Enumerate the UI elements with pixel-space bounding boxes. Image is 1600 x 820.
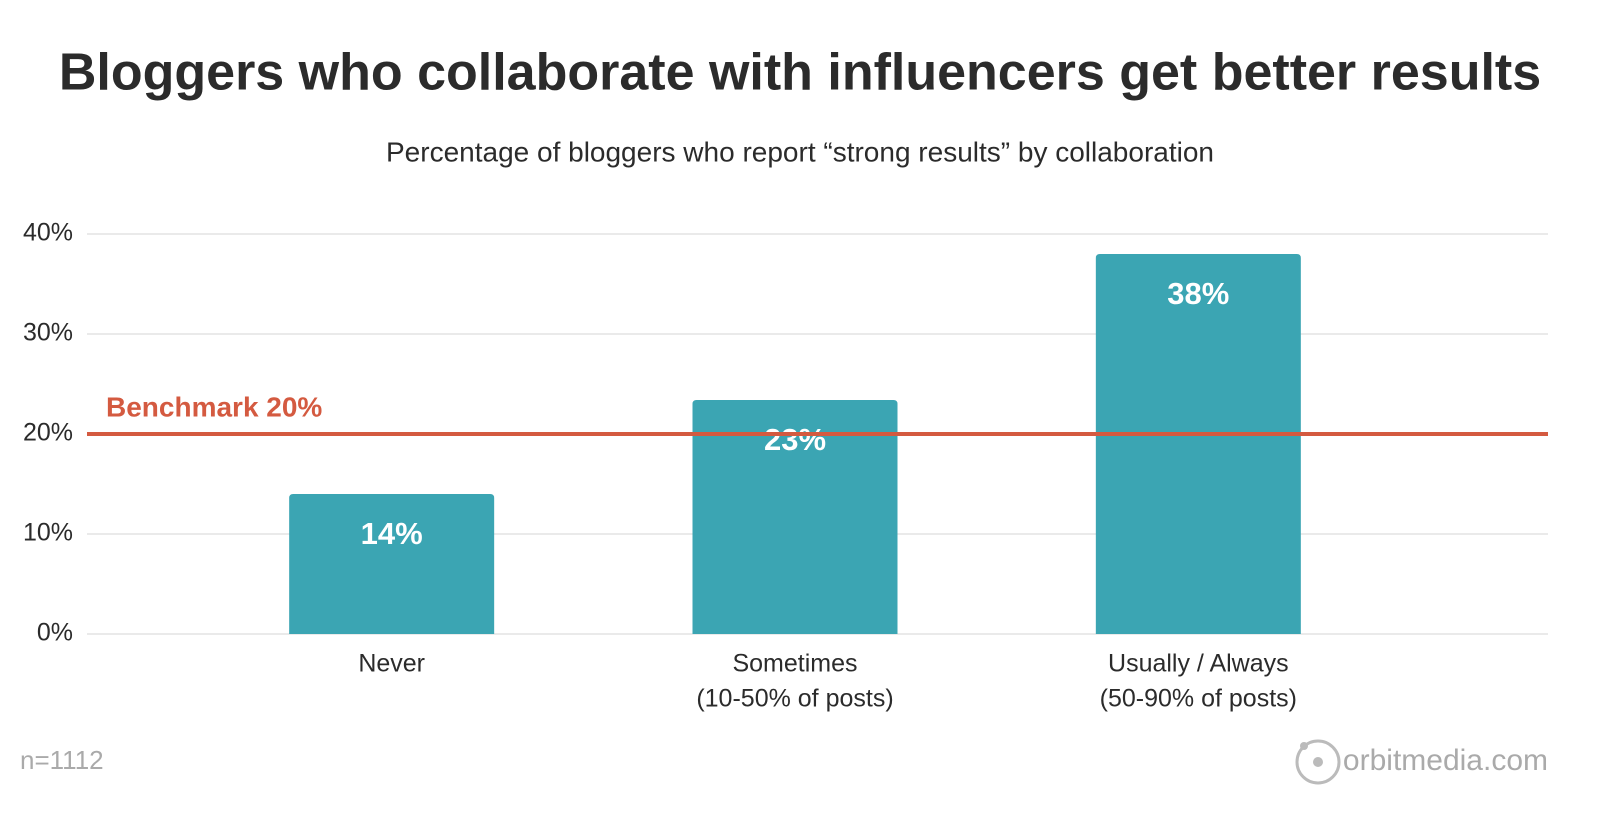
benchmark-label: Benchmark 20% [106, 391, 322, 422]
y-tick-label: 10% [23, 519, 73, 547]
plot-area: 0% 10% 20% 30% 40% 14% Never 23% Sometimes (10-50… [23, 219, 1548, 713]
logo [1295, 739, 1341, 785]
value-label: 23% [764, 422, 826, 457]
bar [1095, 254, 1301, 634]
bar [692, 400, 898, 634]
value-label: 38% [1167, 276, 1229, 311]
bar [289, 494, 495, 634]
y-tick-label: 0% [37, 619, 73, 647]
x-tick-label: (10-50% of posts) [696, 685, 893, 713]
y-tick-label: 30% [23, 319, 73, 347]
y-tick-label: 20% [23, 419, 73, 447]
sample-note: n=1112 [20, 745, 104, 775]
chart-subtitle: Percentage of bloggers who report “stron… [386, 136, 1214, 167]
chart-title: Bloggers who collaborate with influencer… [59, 44, 1541, 102]
x-tick-label: Usually / Always [1108, 650, 1289, 678]
source-label: orbitmedia.com [1343, 744, 1548, 777]
value-label: 14% [361, 516, 423, 551]
y-tick-label: 40% [23, 219, 73, 247]
x-tick-label: (50-90% of posts) [1100, 685, 1297, 713]
x-tick-label: Never [358, 650, 425, 678]
x-tick-label: Sometimes [732, 650, 857, 678]
